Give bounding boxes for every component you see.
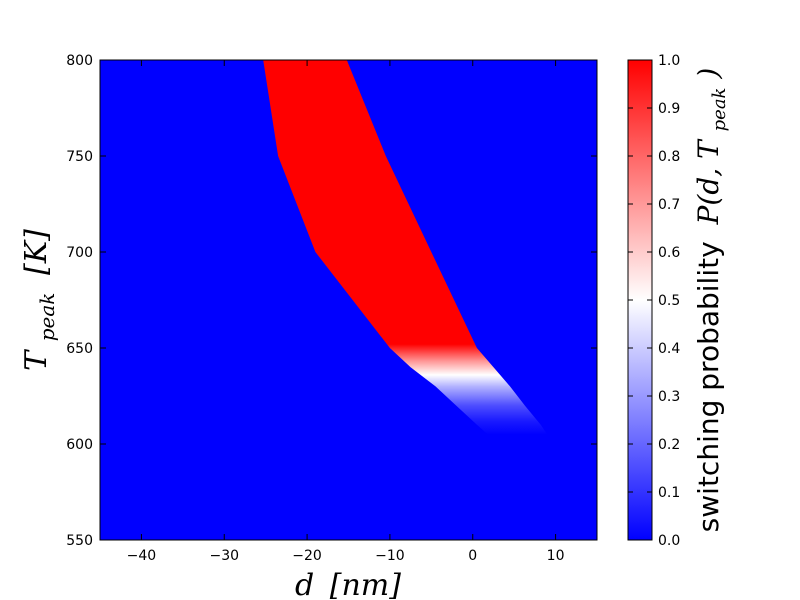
- y-axis-label-subscript: peak: [35, 293, 59, 342]
- x-axis-label-symbol: d: [295, 568, 314, 600]
- x-tick-label: −20: [292, 548, 322, 564]
- colorbar-tick-label: 0.8: [658, 149, 680, 165]
- x-tick-label: 10: [547, 548, 565, 564]
- x-tick-label: −40: [127, 548, 157, 564]
- y-tick-label: 550: [66, 533, 93, 549]
- x-axis-label: d [nm]: [295, 568, 401, 600]
- x-tick-label: 0: [468, 548, 477, 564]
- colorbar-tick-label: 0.9: [658, 101, 680, 117]
- colorbar-label-math: P(d, T: [692, 138, 725, 225]
- switching-band: [263, 60, 548, 435]
- plot-frame: [99, 59, 598, 541]
- y-axis-label: T peak [K]: [19, 229, 62, 371]
- y-axis-label-symbol: T: [19, 349, 54, 371]
- x-tick-label: −30: [209, 548, 239, 564]
- y-tick-label: 600: [66, 437, 93, 453]
- colorbar-tick-label: 0.7: [658, 197, 680, 213]
- colorbar-ticks: 0.0 0.1 0.2 0.3 0.4 0.5 0.6 0.7 0.8 0.9 1.0: [628, 53, 680, 549]
- y-tick-label: 800: [66, 53, 93, 69]
- colorbar-tick-label: 1.0: [658, 53, 680, 69]
- colorbar-label: switching probability P(d, T peak ): [692, 68, 732, 533]
- colorbar-label-prefix: switching probability: [692, 241, 725, 532]
- colorbar-tick-label: 0.6: [658, 245, 680, 261]
- colorbar-tick-label: 0.2: [658, 437, 680, 453]
- y-tick-label: 700: [66, 245, 93, 261]
- colorbar-tick-label: 0.0: [658, 533, 680, 549]
- colorbar-tick-label: 0.3: [658, 389, 680, 405]
- x-tick-label: −10: [375, 548, 405, 564]
- colorbar-tick-label: 0.4: [658, 341, 680, 357]
- y-tick-label: 650: [66, 341, 93, 357]
- x-axis-label-unit: [nm]: [330, 568, 401, 600]
- colorbar-tick-label: 0.5: [658, 293, 680, 309]
- colorbar-tick-label: 0.1: [658, 485, 680, 501]
- y-axis-label-unit: [K]: [19, 229, 54, 275]
- colorbar-label-math-sub: peak: [709, 88, 730, 132]
- y-axis-ticks: 550 600 650 700 750 800: [66, 53, 597, 549]
- x-axis-ticks: −40 −30 −20 −10 0 10: [127, 60, 565, 564]
- y-tick-label: 750: [66, 149, 93, 165]
- colorbar-label-math-end: ): [692, 68, 725, 80]
